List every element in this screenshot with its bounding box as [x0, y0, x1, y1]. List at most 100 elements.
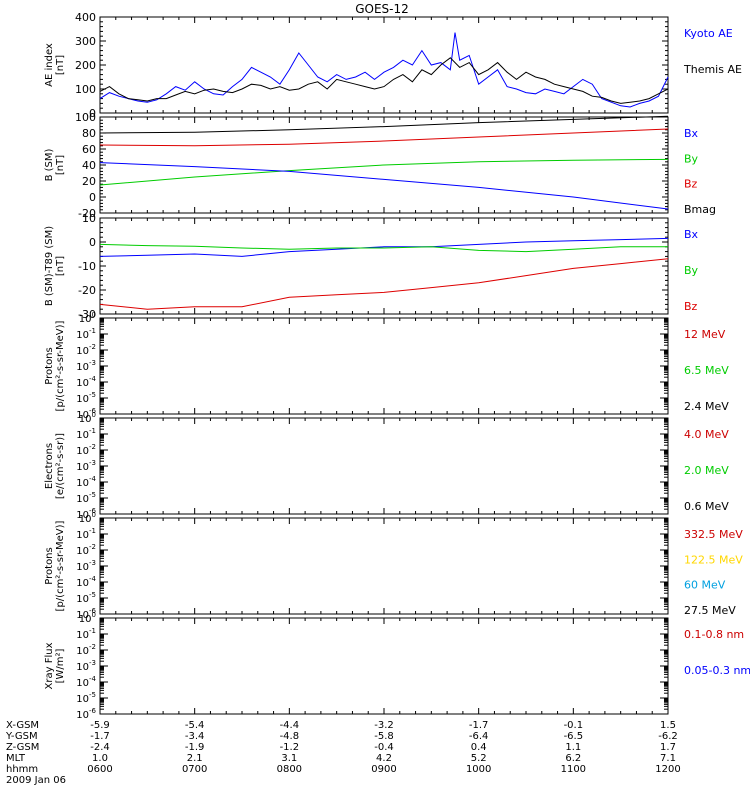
- tick-exponent: 0: [92, 311, 96, 319]
- tick-exponent: -1: [89, 527, 96, 535]
- tick-base: 10: [76, 578, 89, 589]
- tick-exponent: -2: [89, 443, 96, 451]
- tick-base: 10: [76, 362, 89, 373]
- x-row-value: -3.4: [185, 731, 205, 742]
- chart-title: GOES-12: [355, 2, 409, 16]
- x-row-value: 1.1: [565, 742, 581, 753]
- y-tick-label: 200: [75, 59, 96, 72]
- panel-bsmt: B (SM)-T89 (SM)[nT] -30 -20 -10 0 10 Bx By Bz: [44, 212, 699, 321]
- y-tick-label: 10-5: [76, 591, 96, 605]
- x-row-value: 0600: [87, 764, 112, 775]
- x-row-value: -4.8: [280, 731, 300, 742]
- panel-protons2: Protons[p/(cm²-s-sr-MeV)]10-610-510-410-…: [44, 511, 743, 621]
- x-row-value: 1.5: [660, 720, 676, 731]
- tick-base: 10: [76, 494, 89, 505]
- x-row-value: -5.9: [90, 720, 110, 731]
- x-row-value: 0700: [182, 764, 207, 775]
- x-row-value: 1000: [466, 764, 491, 775]
- series-line-bz: [99, 258, 669, 310]
- y-axis-label-line: [p/(cm²-s-sr-MeV)]: [55, 520, 66, 611]
- legend-entry: By: [684, 152, 699, 165]
- legend-entry: 0.05-0.3 nm: [684, 664, 750, 677]
- tick-exponent: 0: [92, 411, 96, 419]
- y-tick-label: 10: [82, 212, 96, 225]
- y-axis-label-line: [nT]: [55, 155, 66, 175]
- x-row-value: 5.2: [471, 753, 487, 764]
- x-axis-labels: X-GSM -5.9 -5.4 -4.4 -3.2 -1.7 -0.1 1.5 Y-GSM -1.…: [5, 720, 681, 786]
- y-tick-label: 10-6: [76, 607, 96, 621]
- y-tick-label: 10-3: [76, 659, 96, 673]
- panel-frame: [99, 617, 669, 715]
- y-tick-label: 10-4: [76, 575, 96, 589]
- x-row-value: -3.2: [374, 720, 394, 731]
- tick-base: 10: [76, 662, 89, 673]
- y-tick-label: 100: [79, 511, 96, 525]
- x-row-value: 0.4: [471, 742, 487, 753]
- x-row-value: -5.8: [374, 731, 394, 742]
- y-tick-label: 10-4: [76, 475, 96, 489]
- y-tick-label: 100: [79, 411, 96, 425]
- legend-entry: Themis AE: [683, 63, 742, 76]
- legend-entry: By: [684, 264, 699, 277]
- series-line-bmag: [99, 115, 669, 134]
- series-line-kyoto-ae: [99, 32, 669, 108]
- y-tick-label: -10: [78, 260, 96, 273]
- tick-base: 10: [76, 562, 89, 573]
- panel-bsm: B (SM)[nT] -20 0 20 40 60 80 100 Bx By Bz Bmag: [44, 111, 716, 220]
- x-row-value: -1.7: [90, 731, 110, 742]
- x-row-value: -6.4: [469, 731, 489, 742]
- x-row-value: 1200: [655, 764, 680, 775]
- tick-exponent: -3: [89, 459, 96, 467]
- y-tick-label: 100: [79, 311, 96, 325]
- series-line-bx: [99, 237, 669, 257]
- x-row-label: Y-GSM: [5, 731, 38, 742]
- y-axis-label: B (SM)-T89 (SM)[nT]: [44, 226, 66, 306]
- panel-electrons: Electrons[e/(cm²-s-sr)]10-610-510-410-31…: [44, 411, 729, 521]
- legend-entry: 12 MeV: [684, 328, 726, 341]
- x-row-value: -6.2: [658, 731, 678, 742]
- tick-base: 10: [76, 510, 89, 521]
- legend-entry: 2.0 MeV: [684, 464, 729, 477]
- tick-base: 10: [76, 646, 89, 657]
- legend-entry: 0.6 MeV: [684, 500, 729, 513]
- y-axis-label-line: Xray Flux: [44, 642, 55, 689]
- y-tick-label: 0: [89, 107, 96, 120]
- date-label: 2009 Jan 06: [6, 775, 66, 786]
- legend-entry: 2.4 MeV: [684, 400, 729, 413]
- y-tick-label: -20: [78, 207, 96, 220]
- tick-base: 10: [76, 678, 89, 689]
- series-line-bz: [99, 128, 669, 147]
- panel-ae: AE index[nT] 0 100 200 300 400 Kyoto AE Themis …: [44, 11, 742, 120]
- y-axis-label: Protons[p/(cm²-s-sr-MeV)]: [44, 320, 66, 411]
- x-row-value: 1.7: [660, 742, 676, 753]
- y-tick-label: 10-1: [76, 427, 96, 441]
- y-axis-label: Xray Flux[W/m²]: [44, 642, 66, 689]
- tick-base: 10: [76, 446, 89, 457]
- tick-base: 10: [76, 330, 89, 341]
- y-tick-label: 10-6: [76, 407, 96, 421]
- legend-entry: Kyoto AE: [684, 27, 733, 40]
- y-tick-label: 10-3: [76, 359, 96, 373]
- y-tick-label: 10-2: [76, 343, 96, 357]
- tick-exponent: -5: [89, 591, 96, 599]
- x-row-value: -6.5: [564, 731, 584, 742]
- y-axis-label: AE index[nT]: [44, 43, 66, 87]
- y-axis-label-line: [nT]: [55, 55, 66, 75]
- y-axis-label-line: B (SM): [44, 148, 55, 181]
- x-row-value: 7.1: [660, 753, 676, 764]
- y-tick-label: 20: [82, 175, 96, 188]
- y-tick-label: 10-2: [76, 543, 96, 557]
- y-tick-label: 10-5: [76, 391, 96, 405]
- panel-xray: Xray Flux[W/m²]10-610-510-410-310-210-11…: [44, 611, 750, 721]
- series-line-by: [99, 158, 669, 186]
- x-row-value: 6.2: [565, 753, 581, 764]
- legend-entry: 4.0 MeV: [684, 428, 729, 441]
- tick-base: 10: [76, 346, 89, 357]
- x-row-value: -0.1: [564, 720, 584, 731]
- x-row-value: 0800: [277, 764, 302, 775]
- legend-entry: Bz: [684, 178, 698, 191]
- y-tick-label: 10-2: [76, 443, 96, 457]
- tick-base: 10: [76, 710, 89, 721]
